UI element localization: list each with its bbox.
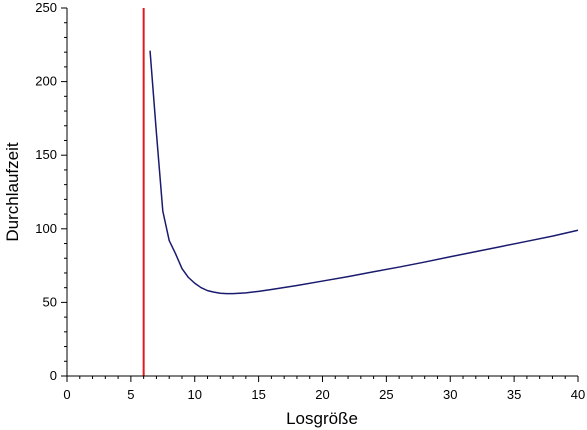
y-tick-label: 200 <box>35 74 57 89</box>
x-tick-label: 10 <box>188 387 202 402</box>
x-tick-label: 20 <box>315 387 329 402</box>
x-ticks: 0 5 10 15 20 25 30 35 40 <box>63 376 585 402</box>
x-tick-label: 0 <box>63 387 70 402</box>
y-tick-label: 250 <box>35 0 57 15</box>
x-tick-label: 40 <box>571 387 585 402</box>
x-tick-label: 5 <box>127 387 134 402</box>
y-axis-title: Durchlaufzeit <box>3 142 22 241</box>
x-tick-label: 25 <box>379 387 393 402</box>
x-tick-label: 15 <box>251 387 265 402</box>
x-tick-label: 30 <box>443 387 457 402</box>
plot-area <box>142 8 579 376</box>
y-tick-label: 100 <box>35 221 57 236</box>
series-line <box>149 50 579 295</box>
y-ticks: 0 50 100 150 200 250 <box>35 0 67 383</box>
y-tick-label: 0 <box>50 368 57 383</box>
y-tick-label: 50 <box>43 294 57 309</box>
y-tick-label: 150 <box>35 147 57 162</box>
x-tick-label: 35 <box>507 387 521 402</box>
x-axis-title: Losgröße <box>286 409 358 428</box>
